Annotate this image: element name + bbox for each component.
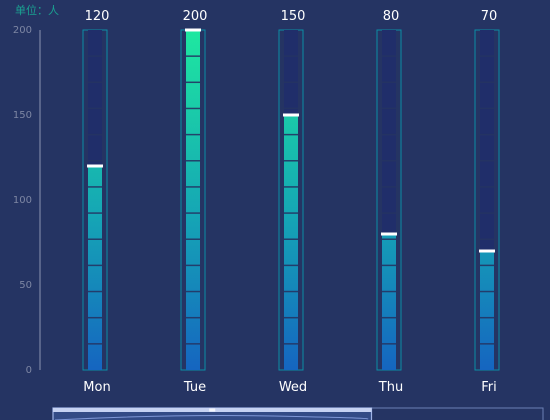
bar-value-label: 70	[481, 9, 498, 24]
x-tick-label: Wed	[279, 380, 307, 395]
y-tick-label: 150	[13, 110, 32, 121]
x-tick-label: Tue	[183, 380, 206, 395]
datazoom-grip-icon[interactable]	[209, 408, 216, 412]
bar-cap	[381, 232, 397, 236]
y-tick-label: 200	[13, 25, 32, 36]
bar-value-label: 150	[281, 9, 306, 24]
x-tick-label: Fri	[481, 380, 497, 395]
bar	[186, 30, 200, 370]
bar-cap	[87, 164, 103, 168]
bar	[284, 115, 298, 370]
bar-value-label: 120	[85, 9, 110, 24]
bar	[88, 166, 102, 370]
x-tick-label: Thu	[378, 380, 403, 395]
y-tick-label: 50	[19, 280, 32, 291]
bar-cap	[479, 249, 495, 253]
bar	[382, 234, 396, 370]
unit-label: 单位：人	[15, 4, 59, 17]
bar	[480, 251, 494, 370]
x-tick-label: Mon	[83, 380, 110, 395]
bar-cap	[185, 28, 201, 32]
bar-value-label: 200	[183, 9, 208, 24]
y-tick-label: 0	[26, 365, 32, 376]
y-tick-label: 100	[13, 195, 32, 206]
bar-cap	[283, 113, 299, 117]
bar-value-label: 80	[383, 9, 400, 24]
datazoom-preview-line	[54, 415, 369, 420]
